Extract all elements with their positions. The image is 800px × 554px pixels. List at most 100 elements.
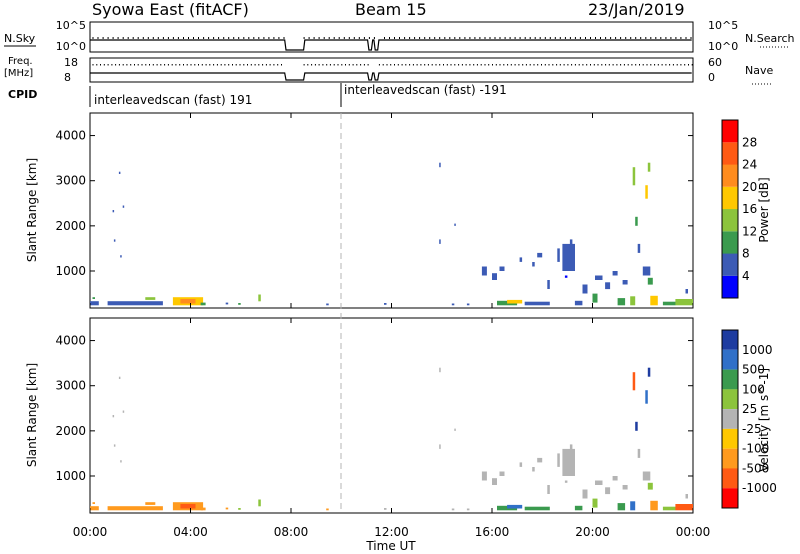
velocity-colorbar-tick: -25 [742,422,762,436]
noise-search-point [97,37,99,39]
cpid-label: CPID [8,88,37,101]
power-echo [547,280,550,289]
noise-search-point [645,37,647,39]
x-tick-label: 00:00 [73,525,108,539]
nave-point [329,64,331,66]
nave-point [522,64,524,66]
nave-point [650,64,652,66]
velocity-yticks: 1000 2000 3000 4000 [55,318,694,513]
velocity-echo [632,372,636,391]
noise-search-point [620,37,622,39]
velocity-colorbar-swatch [722,389,738,410]
velocity-echo [439,367,441,373]
nave-point [612,64,614,66]
power-echo [675,299,693,306]
noise-search-point [600,37,601,39]
nave-point [454,64,456,66]
power-echoes [90,162,693,306]
nave-label: Nave [745,64,773,77]
nave-point [337,64,339,66]
nave-point [137,64,139,66]
station-title: Syowa East (fitACF) [92,0,249,19]
nave-point [258,64,260,66]
velocity-echo [145,502,156,505]
velocity-panel-frame [89,317,694,514]
velocity-echo [120,460,122,463]
nave-point [514,64,516,66]
noise-search-point [404,37,406,39]
nave-point [631,64,633,66]
noise-search-point [358,37,360,39]
noise-search-point [167,37,169,39]
velocity-echo [642,471,651,481]
power-echo [617,298,626,306]
noise-search-point [384,37,385,39]
noise-search-point [147,37,149,39]
power-echo [112,210,115,213]
noise-search-point [333,37,335,39]
noise-strip-frame [89,21,694,53]
power-echo [180,299,196,304]
nave-point [427,64,429,66]
x-tick-label: 12:00 [374,525,409,539]
noise-search-point [650,37,652,39]
nave-point [141,64,143,66]
velocity-colorbar-swatch [722,369,738,390]
nave-point [416,64,418,66]
power-ytick-label: 4000 [55,129,86,143]
noise-search-point [112,37,114,39]
noise-search-point [263,37,265,39]
velocity-echo [630,501,636,511]
nave-point [446,64,448,66]
power-colorbar-tick: 16 [742,202,757,216]
velocity-ytick-label: 1000 [55,469,86,483]
velocity-echo [685,494,688,499]
noise-search-point [675,37,677,39]
power-echo [90,301,99,306]
nave-point [541,64,542,66]
nave-point [488,64,490,66]
nave-point [220,64,222,66]
nave-point [250,64,252,66]
noise-search-point [615,37,617,39]
power-colorbar-tick: 28 [742,135,757,149]
noise-search-point [660,37,662,39]
noise-search-point [474,37,476,39]
power-colorbar-tick: 8 [742,247,750,261]
noise-search-point [308,37,310,39]
nave-point [239,64,241,66]
nave-point [281,64,282,66]
noise-search-point [373,37,375,39]
nave-tick-top: 60 [708,56,722,69]
nave-point [480,64,482,66]
power-echo [524,301,550,306]
nave-point [164,64,166,66]
noise-search-point [630,37,632,39]
noise-search-point [193,37,194,39]
power-echo [122,205,125,208]
nave-point [149,64,150,66]
nave-point [122,64,124,66]
nave-point [661,64,663,66]
noise-search-point [399,37,400,39]
power-colorbar-swatch [722,164,738,187]
noise-search-point [559,37,561,39]
nave-point [544,64,546,66]
power-echo [519,257,523,262]
noise-search-point [605,37,607,39]
noise-search-point [318,37,320,39]
nave-point [333,64,335,66]
noise-traces [90,37,692,51]
power-echo [574,300,583,306]
noise-search-point [152,37,154,39]
nave-point [567,64,569,66]
velocity-ylabel: Slant Range [km] [25,363,39,467]
nave-point [601,64,603,66]
velocity-echo [592,498,598,508]
noise-search-point [449,37,451,39]
noise-search-point [504,37,506,39]
noise-search-point [554,37,556,39]
nave-point [582,64,584,66]
nave-point [563,64,565,66]
velocity-echo [647,482,653,490]
